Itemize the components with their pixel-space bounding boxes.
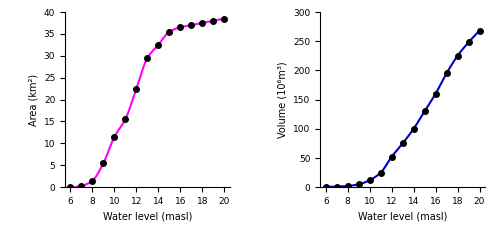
X-axis label: Water level (masl): Water level (masl)	[358, 211, 448, 222]
Y-axis label: Volume (10⁶m³): Volume (10⁶m³)	[278, 61, 288, 138]
Y-axis label: Area (km²): Area (km²)	[28, 73, 38, 126]
X-axis label: Water level (masl): Water level (masl)	[102, 211, 192, 222]
